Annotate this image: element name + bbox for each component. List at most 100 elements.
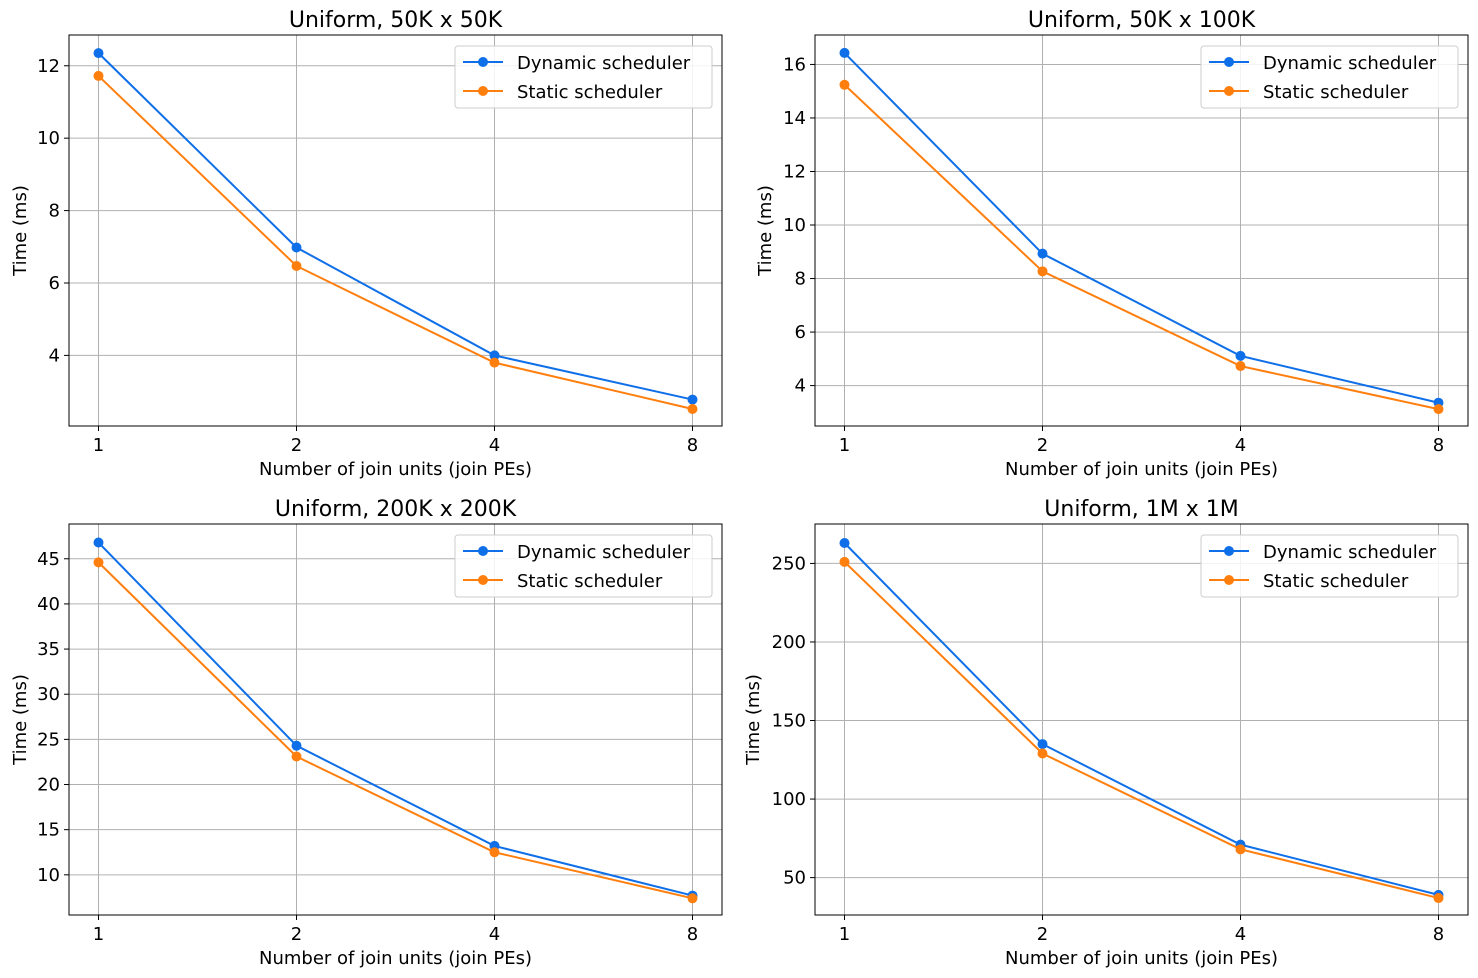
y-tick-label: 40: [37, 594, 60, 615]
legend-label: Dynamic scheduler: [1263, 53, 1437, 74]
y-tick-label: 8: [49, 201, 60, 222]
data-point: [687, 893, 698, 904]
y-tick-label: 12: [37, 56, 60, 77]
data-point: [687, 403, 698, 414]
y-tick-label: 150: [772, 711, 806, 732]
y-tick-label: 15: [37, 820, 60, 841]
data-point: [1037, 248, 1048, 259]
x-tick-label: 4: [1235, 435, 1246, 456]
chart-title: Uniform, 50K x 50K: [289, 8, 503, 33]
legend-marker: [1224, 86, 1234, 96]
data-point: [839, 538, 850, 549]
data-point: [839, 79, 850, 90]
axes-frame: [814, 34, 1469, 427]
data-point: [839, 47, 850, 58]
data-point: [1235, 350, 1246, 361]
legend-label: Dynamic scheduler: [517, 542, 691, 563]
y-axis-label: Time (ms): [10, 185, 31, 277]
x-tick-label: 2: [1037, 435, 1048, 456]
x-tick-label: 4: [1235, 924, 1246, 945]
legend-label: Static scheduler: [1263, 571, 1409, 592]
x-axis-label: Number of join units (join PEs): [259, 948, 532, 969]
y-tick-label: 4: [795, 376, 806, 397]
x-tick-label: 8: [687, 924, 698, 945]
legend: Dynamic scheduler Static scheduler: [1200, 534, 1459, 598]
data-point: [489, 350, 500, 361]
series-line-dynamic: [843, 542, 1439, 896]
y-tick-label: 200: [772, 632, 806, 653]
y-tick-label: 12: [783, 161, 806, 182]
series-line-static: [97, 561, 693, 900]
legend-marker: [1224, 57, 1234, 67]
data-point: [291, 260, 302, 271]
chart-panel-3: 1 2 4 8 10 15 20 25 30 35 40 45 Uniform, 200K x 200K…: [10, 497, 723, 969]
y-tick-label: 25: [37, 729, 60, 750]
y-tick-label: 4: [49, 345, 60, 366]
series-line-dynamic: [97, 541, 693, 897]
x-axis-label: Number of join units (join PEs): [1005, 948, 1278, 969]
x-tick-label: 2: [1037, 924, 1048, 945]
legend-box: [454, 534, 713, 598]
data-point: [93, 48, 104, 59]
x-tick-label: 4: [489, 435, 500, 456]
data-point: [489, 847, 500, 858]
y-tick-label: 16: [783, 54, 806, 75]
data-point: [1037, 266, 1048, 277]
x-tick-label: 1: [93, 435, 104, 456]
data-point: [93, 70, 104, 81]
axes-frame: [68, 34, 723, 427]
data-point: [687, 394, 698, 405]
series-line-static: [97, 75, 693, 410]
legend: Dynamic scheduler Static scheduler: [454, 534, 713, 598]
legend-box: [1200, 534, 1459, 598]
data-point: [291, 242, 302, 253]
data-point: [291, 751, 302, 762]
legend-marker: [1224, 546, 1234, 556]
data-point: [1433, 404, 1444, 415]
data-point: [1037, 748, 1048, 759]
x-axis-label: Number of join units (join PEs): [259, 459, 532, 480]
y-tick-label: 20: [37, 775, 60, 796]
data-point: [1433, 893, 1444, 904]
x-tick-label: 2: [291, 924, 302, 945]
y-tick-label: 10: [783, 215, 806, 236]
legend: Dynamic scheduler Static scheduler: [1200, 45, 1459, 109]
legend-marker: [478, 57, 488, 67]
series-line-static: [843, 84, 1439, 411]
x-tick-label: 1: [839, 435, 850, 456]
x-axis-label: Number of join units (join PEs): [1005, 459, 1278, 480]
legend-box: [454, 45, 713, 109]
x-tick-label: 8: [1433, 435, 1444, 456]
data-point: [1235, 844, 1246, 855]
legend-marker: [478, 546, 488, 556]
legend-marker: [478, 86, 488, 96]
legend-label: Dynamic scheduler: [517, 53, 691, 74]
x-tick-label: 8: [1433, 924, 1444, 945]
y-tick-label: 6: [795, 322, 806, 343]
series-line-dynamic: [843, 52, 1439, 404]
legend-label: Static scheduler: [517, 82, 663, 103]
y-tick-label: 14: [783, 108, 806, 129]
y-tick-label: 50: [783, 868, 806, 889]
y-tick-label: 45: [37, 549, 60, 570]
legend-label: Static scheduler: [517, 571, 663, 592]
y-tick-label: 100: [772, 789, 806, 810]
y-axis-label: Time (ms): [755, 185, 776, 277]
axes-frame: [814, 523, 1469, 916]
legend-marker: [1224, 575, 1234, 585]
chart-title: Uniform, 50K x 100K: [1028, 8, 1256, 33]
legend: Dynamic scheduler Static scheduler: [454, 45, 713, 109]
legend-box: [1200, 45, 1459, 109]
data-point: [1037, 739, 1048, 750]
legend-label: Dynamic scheduler: [1263, 542, 1437, 563]
chart-title: Uniform, 1M x 1M: [1044, 497, 1238, 522]
data-point: [93, 557, 104, 568]
legend-label: Static scheduler: [1263, 82, 1409, 103]
x-tick-label: 4: [489, 924, 500, 945]
y-tick-label: 8: [795, 269, 806, 290]
data-point: [839, 556, 850, 567]
series-line-static: [843, 561, 1439, 900]
y-tick-label: 10: [37, 128, 60, 149]
data-point: [93, 537, 104, 548]
